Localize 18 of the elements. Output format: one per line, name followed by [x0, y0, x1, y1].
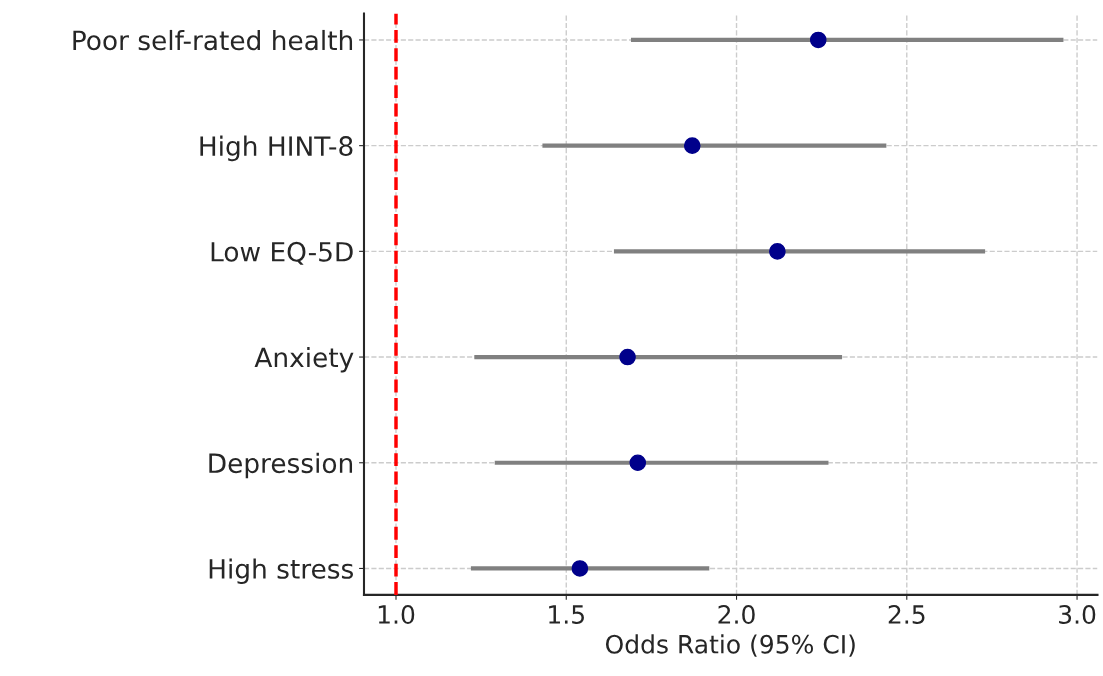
x-axis-title: Odds Ratio (95% CI)	[605, 634, 855, 657]
x-tick-label: 2.0	[718, 605, 755, 624]
point	[571, 560, 589, 577]
point	[619, 348, 636, 366]
point	[809, 31, 827, 49]
point	[769, 243, 786, 260]
y-tick-label: Low EQ-5D	[211, 241, 353, 265]
point	[629, 454, 647, 472]
x-tick-label: 1.5	[549, 605, 584, 624]
y-tick-label: High stress	[209, 558, 353, 584]
y-tick-label: High HINT-8	[200, 135, 353, 162]
x-tick-label: 1.0	[378, 605, 415, 624]
y-tick-label: Depression	[209, 452, 353, 479]
y-tick-label: Anxiety	[254, 347, 354, 373]
point	[683, 137, 701, 154]
x-tick-label: 2.5	[888, 605, 925, 624]
x-tick-label: 3.0	[1059, 605, 1096, 624]
y-tick-label: Poor self-rated health	[73, 29, 353, 51]
